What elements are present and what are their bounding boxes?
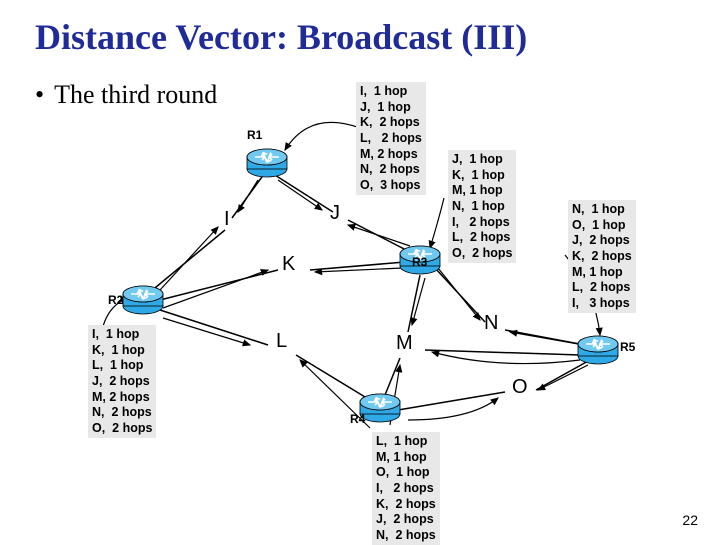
- table-r5: N, 1 hop O, 1 hop J, 2 hops K, 2 hops M,…: [568, 200, 636, 313]
- table-r2: I, 1 hop K, 1 hop L, 1 hop J, 2 hops M, …: [88, 325, 156, 438]
- seg-n: N: [484, 312, 498, 335]
- table-r3: J, 1 hop K, 1 hop M, 1 hop N, 1 hop I, 2…: [448, 150, 516, 263]
- seg-m: M: [396, 332, 413, 355]
- seg-j: J: [330, 202, 340, 225]
- table-r4: L, 1 hop M, 1 hop O, 1 hop I, 2 hops K, …: [372, 432, 440, 545]
- router-r1-icon: [247, 149, 287, 177]
- label-r4: R4: [350, 412, 365, 426]
- router-r5-icon: [578, 336, 618, 364]
- seg-l: L: [276, 330, 287, 353]
- table-r1: I, 1 hop J, 1 hop K, 2 hops L, 2 hops M,…: [356, 82, 426, 195]
- router-r4-icon: [360, 394, 400, 422]
- label-r3: R3: [412, 255, 427, 269]
- label-r1: R1: [247, 128, 262, 142]
- seg-k: K: [282, 253, 295, 276]
- router-r2-icon: [123, 286, 163, 314]
- seg-i: I: [224, 208, 230, 231]
- page-number: 22: [682, 512, 698, 528]
- label-r5: R5: [620, 340, 635, 354]
- label-r2: R2: [108, 293, 123, 307]
- seg-o: O: [512, 376, 528, 399]
- topology-links: [150, 170, 590, 410]
